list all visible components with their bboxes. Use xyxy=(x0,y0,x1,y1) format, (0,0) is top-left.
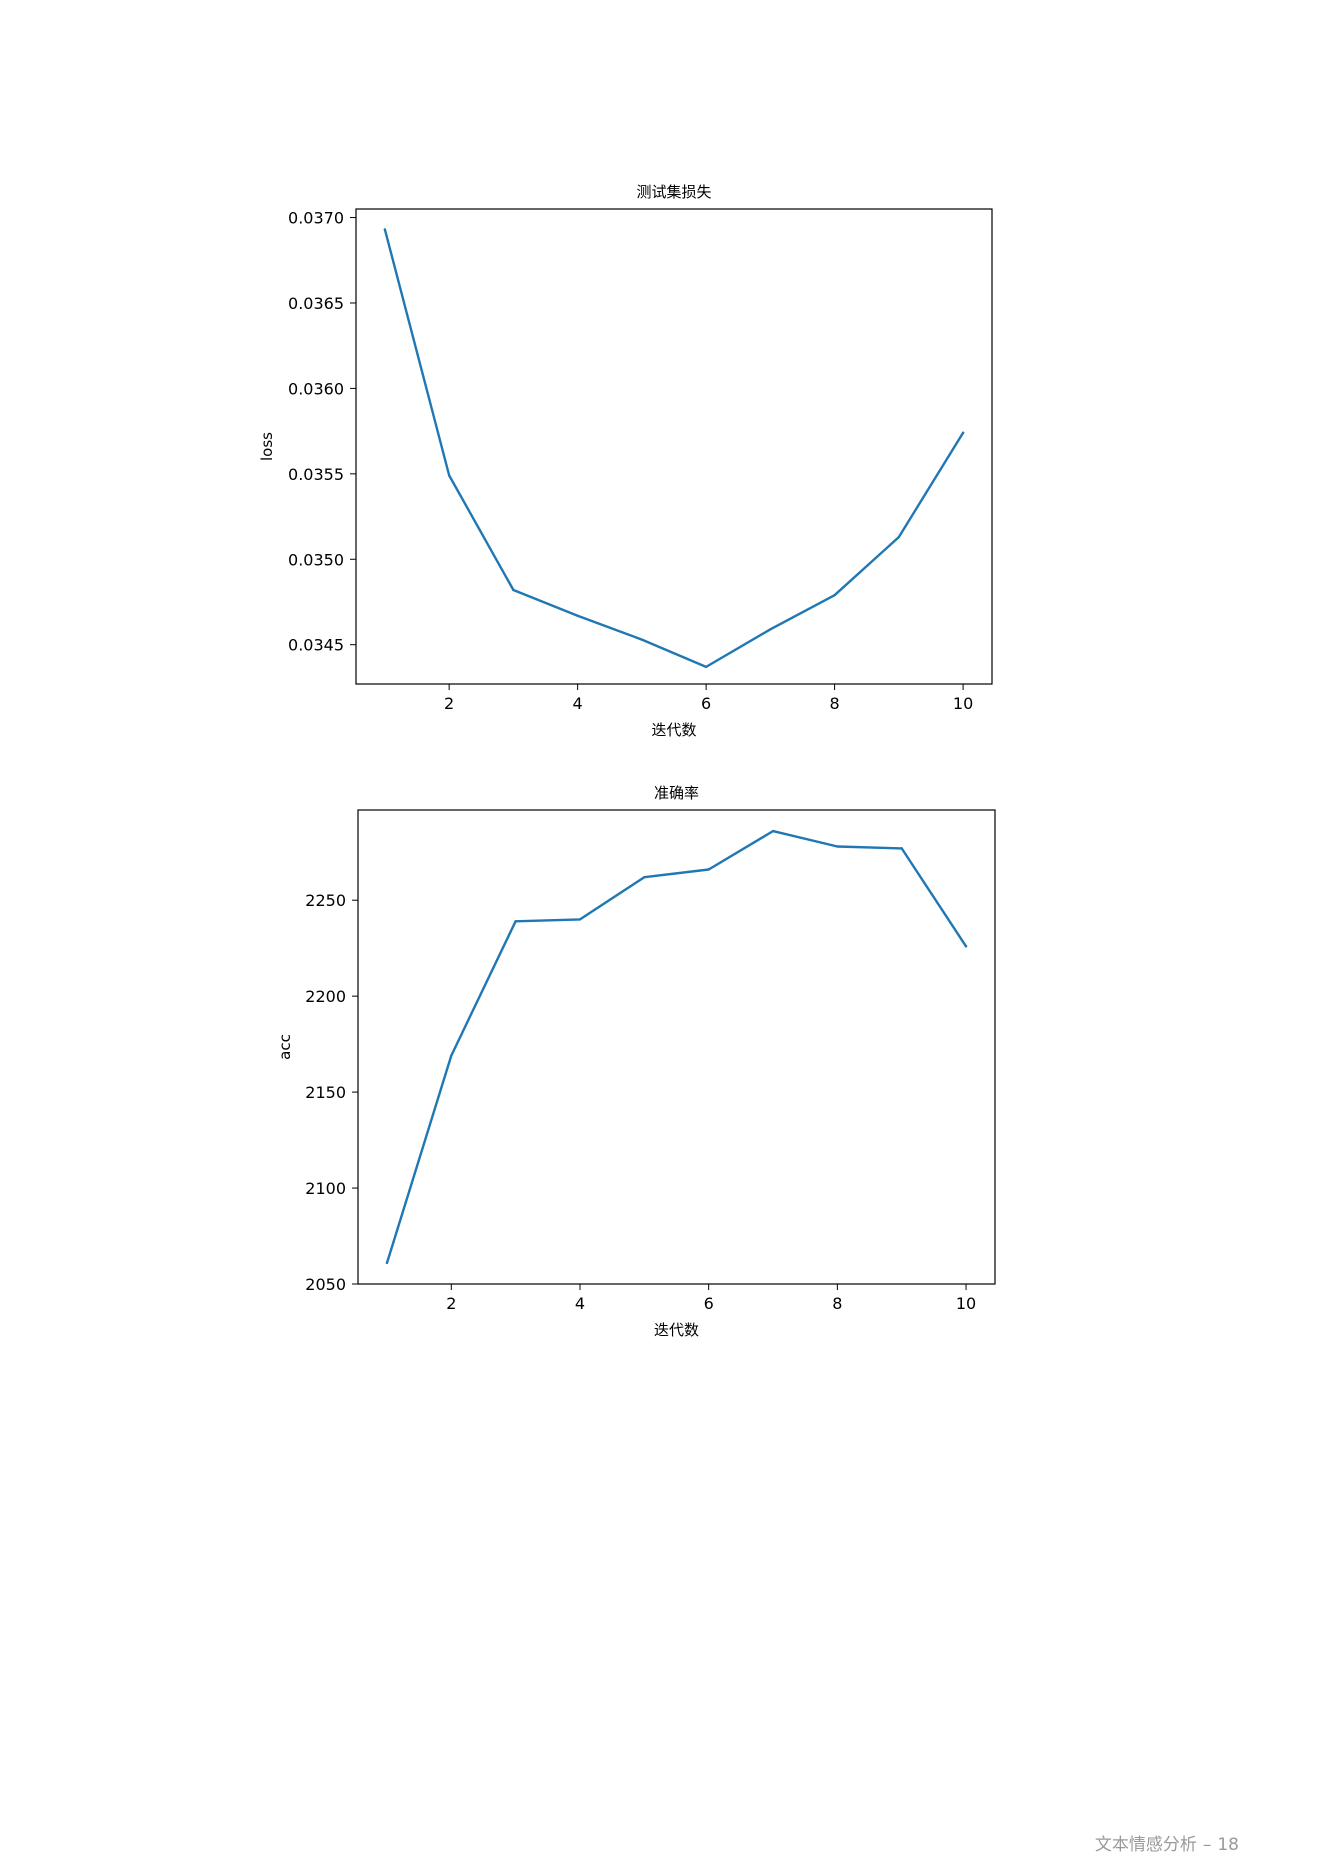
plot-frame xyxy=(355,208,993,685)
chart-title: 测试集损失 xyxy=(636,183,711,201)
data-point xyxy=(964,945,968,948)
data-point xyxy=(643,875,646,879)
y-tick-label: 2200 xyxy=(305,987,346,1006)
x-tick-label: 2 xyxy=(446,1294,456,1313)
x-tick-label: 4 xyxy=(573,694,583,713)
y-tick-label: 2150 xyxy=(305,1083,346,1102)
x-axis-label: 迭代数 xyxy=(654,1321,699,1339)
y-axis-label: loss xyxy=(258,432,276,461)
footer-separator: – xyxy=(1202,1835,1212,1855)
footer-doc-title: 文本情感分析 xyxy=(1094,1835,1197,1855)
plot-frame xyxy=(357,809,996,1285)
y-tick-label: 0.0355 xyxy=(288,465,344,484)
y-tick-label: 0.0345 xyxy=(288,636,344,655)
x-axis-label: 迭代数 xyxy=(651,721,696,739)
x-tick-label: 4 xyxy=(575,1294,585,1313)
series-line xyxy=(385,829,968,1265)
y-tick-label: 2100 xyxy=(305,1179,346,1198)
data-point xyxy=(704,665,708,669)
data-point xyxy=(385,1261,389,1265)
x-tick-label: 8 xyxy=(832,1294,842,1313)
data-point xyxy=(383,228,387,231)
data-point xyxy=(576,614,579,617)
data-point xyxy=(707,868,710,871)
data-point xyxy=(769,628,772,631)
data-point xyxy=(771,829,775,833)
y-tick-label: 2050 xyxy=(305,1275,346,1294)
page-footer: 文本情感分析 –18 xyxy=(1095,1830,1239,1855)
data-point xyxy=(897,535,901,539)
series-line xyxy=(383,228,965,669)
data-point xyxy=(900,847,903,850)
footer-page-number: 18 xyxy=(1217,1835,1239,1855)
data-point xyxy=(836,845,839,848)
y-axis-label: acc xyxy=(276,1034,294,1060)
y-tick-label: 0.0370 xyxy=(288,209,344,228)
data-point xyxy=(833,593,836,597)
x-tick-label: 6 xyxy=(701,694,711,713)
data-point xyxy=(450,1054,453,1057)
chart-title: 准确率 xyxy=(654,784,699,802)
data-point xyxy=(514,920,517,923)
y-tick-label: 2250 xyxy=(305,891,346,910)
y-tick-label: 0.0365 xyxy=(288,294,344,313)
x-tick-label: 6 xyxy=(704,1294,714,1313)
y-tick-label: 0.0350 xyxy=(288,550,344,569)
x-tick-label: 10 xyxy=(956,1294,976,1313)
x-tick-label: 8 xyxy=(830,694,840,713)
x-tick-label: 2 xyxy=(444,694,454,713)
x-tick-label: 10 xyxy=(953,694,973,713)
data-point xyxy=(578,918,582,921)
data-point xyxy=(640,638,644,641)
y-tick-label: 0.0360 xyxy=(288,379,344,398)
data-point xyxy=(512,588,515,592)
data-point xyxy=(961,431,965,435)
data-point xyxy=(447,474,451,477)
